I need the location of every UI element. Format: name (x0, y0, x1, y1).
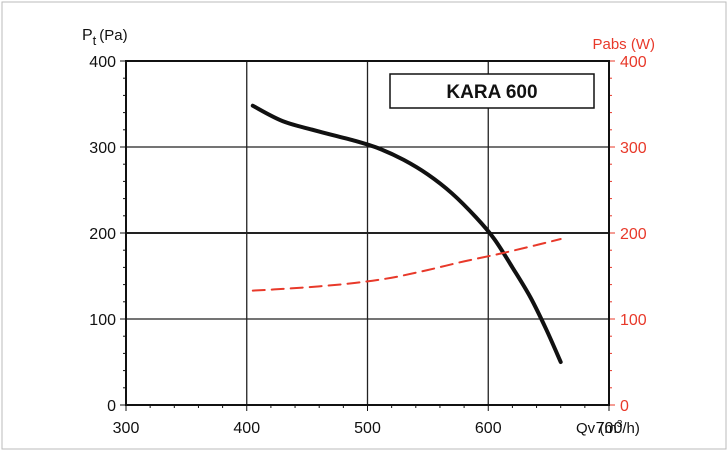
left-axis-label-sub: t (93, 33, 97, 48)
x-tick-label: 400 (233, 420, 260, 437)
x-tick-label: 600 (475, 420, 502, 437)
x-axis-label-prefix: Qv (m (576, 420, 617, 437)
series-line-pressure-pt (250, 103, 563, 364)
y-left-tick-label: 200 (89, 226, 116, 243)
x-axis-label: Qv (m3/h) (576, 419, 640, 437)
y-left-tick-label: 100 (89, 312, 116, 329)
y-left-tick-label: 400 (89, 54, 116, 71)
y-left-tick-label: 0 (107, 398, 116, 415)
x-axis-label-suffix: /h) (622, 420, 640, 437)
plot-area-border (125, 60, 610, 406)
series-layer (250, 103, 563, 364)
left-axis-label-unit: (Pa) (99, 27, 127, 44)
grid (126, 61, 609, 405)
tick-labels: 300 400 500 600 700 0 100 200 300 400 0 100 200 300 40… (89, 54, 647, 437)
x-tick-label: 300 (113, 420, 140, 437)
y-right-tick-label: 100 (620, 312, 647, 329)
right-axis-label: Pabs (W) (592, 36, 655, 53)
y-right-tick-label: 400 (620, 54, 647, 71)
x-tick-label: 500 (354, 420, 381, 437)
x-tick-label: 700 (596, 420, 623, 437)
left-axis-label: Pt (Pa) (82, 27, 128, 48)
y-right-tick-label: 0 (620, 398, 629, 415)
left-axis-label-main: P (82, 27, 93, 44)
chart-title: KARA 600 (446, 82, 537, 103)
y-right-tick-label: 300 (620, 140, 647, 157)
series-line-power-pabs (251, 238, 562, 292)
x-axis-label-sup: 3 (617, 419, 623, 430)
y-left-tick-label: 300 (89, 140, 116, 157)
y-right-tick-label: 200 (620, 226, 647, 243)
title-box (389, 73, 595, 109)
